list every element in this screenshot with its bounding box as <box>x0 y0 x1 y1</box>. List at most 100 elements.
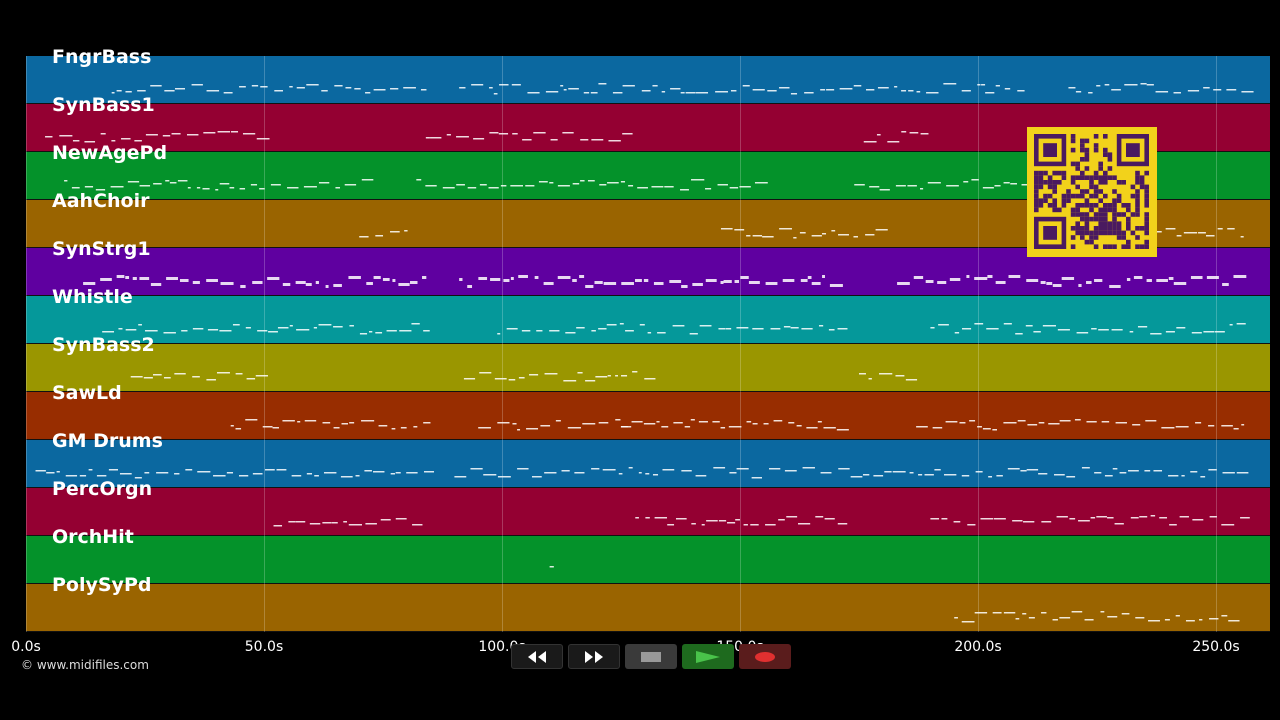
note <box>277 327 289 329</box>
note <box>565 332 576 334</box>
note <box>400 427 407 429</box>
note <box>96 475 107 477</box>
note <box>977 84 981 86</box>
note <box>670 88 681 90</box>
note <box>720 228 733 230</box>
note <box>390 88 399 90</box>
track-label: SynStrg1 <box>52 238 151 260</box>
note <box>1048 423 1060 425</box>
note <box>1111 329 1123 331</box>
note <box>603 282 617 285</box>
note <box>974 612 988 614</box>
note <box>909 472 914 474</box>
note <box>1128 470 1139 472</box>
note <box>723 280 732 283</box>
record-button[interactable] <box>739 644 791 669</box>
note <box>1081 467 1090 469</box>
note <box>743 524 748 526</box>
note <box>321 90 328 92</box>
note <box>185 469 193 471</box>
note <box>645 473 650 475</box>
note <box>470 468 483 470</box>
note <box>701 524 705 526</box>
note <box>1078 520 1090 522</box>
note <box>252 281 263 284</box>
note <box>297 421 301 423</box>
note <box>608 140 621 142</box>
note <box>1026 279 1039 282</box>
note <box>500 185 507 187</box>
note <box>174 373 186 375</box>
note <box>779 87 790 89</box>
note <box>45 136 53 138</box>
note <box>946 185 959 187</box>
note <box>226 472 234 474</box>
note <box>364 470 372 472</box>
note <box>1054 474 1065 476</box>
play-button[interactable] <box>682 644 734 669</box>
note <box>478 277 488 280</box>
transport-bar <box>511 644 791 669</box>
note <box>587 180 595 182</box>
note <box>815 516 824 518</box>
play-icon <box>696 650 720 663</box>
note <box>582 423 596 425</box>
note <box>1066 476 1076 478</box>
note <box>144 330 158 332</box>
note <box>1003 182 1010 184</box>
note <box>944 474 957 476</box>
note <box>873 475 884 477</box>
note <box>479 184 487 186</box>
note <box>765 282 778 285</box>
note <box>386 330 397 332</box>
note <box>884 471 892 473</box>
note <box>125 276 130 279</box>
note <box>1096 516 1107 518</box>
note <box>1165 331 1175 333</box>
note <box>361 420 375 422</box>
note <box>1144 470 1151 472</box>
note <box>306 84 319 86</box>
note <box>967 524 976 526</box>
note <box>1221 524 1235 526</box>
fast-forward-button[interactable] <box>568 644 620 669</box>
note <box>821 233 827 235</box>
note <box>174 88 185 90</box>
stop-button[interactable] <box>625 644 677 669</box>
time-tick-label: 0.0s <box>11 639 41 655</box>
note <box>647 332 652 334</box>
note <box>333 427 340 429</box>
note <box>489 132 499 134</box>
note <box>894 86 898 88</box>
note <box>1004 88 1011 90</box>
note <box>420 89 427 91</box>
note <box>111 92 115 94</box>
note <box>752 235 763 237</box>
note <box>318 324 332 326</box>
note <box>941 518 948 520</box>
rewind-button[interactable] <box>511 644 563 669</box>
note <box>974 323 984 325</box>
note <box>365 92 371 94</box>
note <box>137 90 146 92</box>
note <box>811 282 821 285</box>
note <box>497 476 511 478</box>
note <box>1124 84 1138 86</box>
note <box>637 187 648 189</box>
note <box>425 137 430 139</box>
note <box>518 377 525 379</box>
note <box>1169 524 1177 526</box>
note <box>323 472 337 474</box>
note <box>260 86 268 88</box>
note <box>503 279 510 282</box>
note <box>334 85 343 87</box>
note <box>349 325 354 327</box>
note <box>1133 276 1143 279</box>
note <box>602 469 616 471</box>
note <box>498 133 509 135</box>
track-label: SynBass2 <box>52 334 155 356</box>
note <box>1038 473 1048 475</box>
time-tick-label: 250.0s <box>1192 639 1240 655</box>
note <box>1226 89 1237 91</box>
note <box>1165 228 1176 230</box>
